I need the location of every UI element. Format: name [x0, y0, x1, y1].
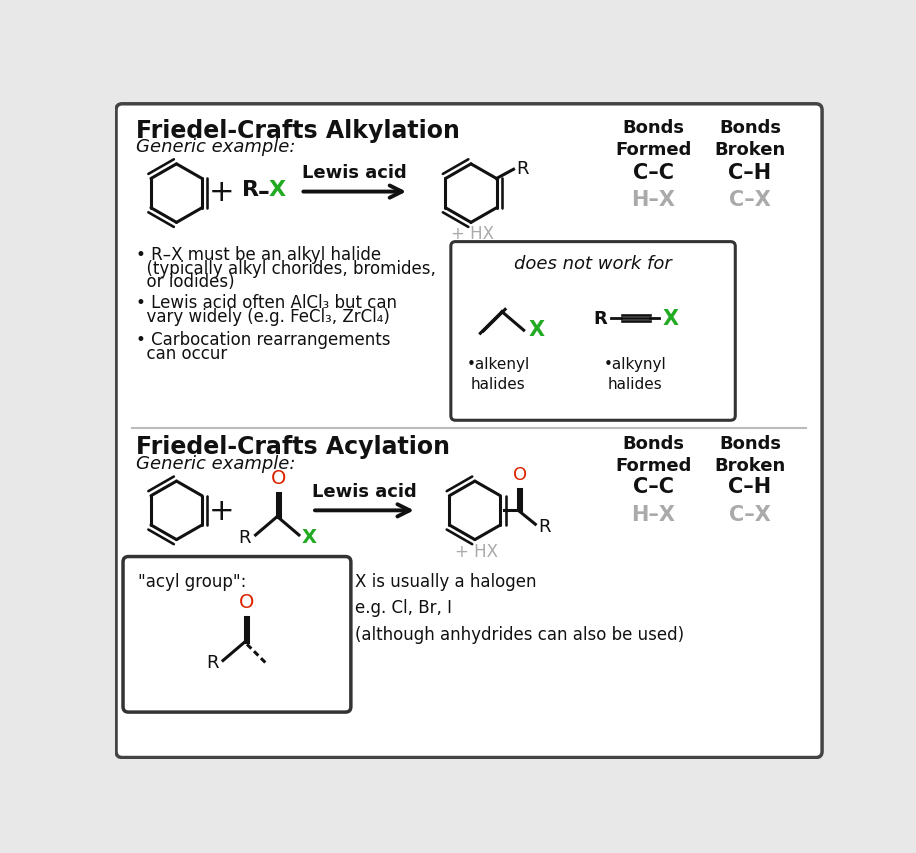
Text: Bonds
Broken: Bonds Broken — [714, 435, 786, 475]
Text: can occur: can occur — [136, 345, 227, 363]
Text: vary widely (e.g. FeCl₃, ZrCl₄): vary widely (e.g. FeCl₃, ZrCl₄) — [136, 308, 390, 326]
Text: R: R — [539, 517, 551, 535]
Text: Lewis acid: Lewis acid — [311, 482, 417, 500]
Text: X is usually a halogen
e.g. Cl, Br, I
(although anhydrides can also be used): X is usually a halogen e.g. Cl, Br, I (a… — [354, 572, 684, 643]
Text: • Carbocation rearrangements: • Carbocation rearrangements — [136, 331, 391, 349]
Text: X: X — [529, 319, 544, 339]
FancyBboxPatch shape — [451, 242, 736, 421]
Text: • R–X must be an alkyl halide: • R–X must be an alkyl halide — [136, 246, 381, 264]
Text: R: R — [517, 160, 529, 177]
Text: (typically alkyl chorides, bromides,: (typically alkyl chorides, bromides, — [136, 259, 436, 277]
Text: Bonds
Formed: Bonds Formed — [615, 435, 692, 475]
Text: X: X — [268, 180, 286, 200]
Text: C–C: C–C — [633, 162, 673, 183]
Text: X: X — [662, 309, 679, 328]
Text: O: O — [238, 593, 254, 612]
Text: X: X — [302, 527, 317, 547]
Text: + HX: + HX — [451, 225, 494, 243]
Text: +: + — [209, 178, 234, 206]
Text: R: R — [238, 528, 251, 546]
Text: C–X: C–X — [729, 190, 771, 210]
Text: R: R — [206, 653, 218, 671]
Text: C–X: C–X — [729, 505, 771, 525]
Text: •alkenyl
halides: •alkenyl halides — [466, 357, 529, 392]
Text: –: – — [257, 180, 269, 204]
Text: Generic example:: Generic example: — [136, 455, 296, 473]
Text: •alkynyl
halides: •alkynyl halides — [604, 357, 667, 392]
Text: C–H: C–H — [728, 476, 771, 496]
Text: • Lewis acid often AlCl₃ but can: • Lewis acid often AlCl₃ but can — [136, 294, 398, 312]
Text: + HX: + HX — [455, 543, 498, 560]
Text: Friedel-Crafts Alkylation: Friedel-Crafts Alkylation — [136, 119, 460, 142]
FancyBboxPatch shape — [123, 557, 351, 712]
Text: O: O — [271, 468, 287, 488]
Text: or iodides): or iodides) — [136, 273, 234, 291]
Text: O: O — [513, 465, 527, 483]
Text: Generic example:: Generic example: — [136, 137, 296, 156]
Text: Lewis acid: Lewis acid — [302, 164, 407, 182]
FancyBboxPatch shape — [116, 105, 822, 757]
Text: Friedel-Crafts Acylation: Friedel-Crafts Acylation — [136, 435, 450, 459]
Text: "acyl group":: "acyl group": — [137, 572, 246, 590]
Text: H–X: H–X — [631, 190, 675, 210]
Text: H–X: H–X — [631, 505, 675, 525]
Text: C–C: C–C — [633, 476, 673, 496]
Text: Bonds
Formed: Bonds Formed — [615, 119, 692, 159]
Text: R: R — [242, 180, 258, 200]
Text: does not work for: does not work for — [514, 255, 672, 273]
Text: R: R — [594, 310, 607, 328]
Text: C–H: C–H — [728, 162, 771, 183]
Text: Bonds
Broken: Bonds Broken — [714, 119, 786, 159]
Text: +: + — [209, 496, 234, 525]
